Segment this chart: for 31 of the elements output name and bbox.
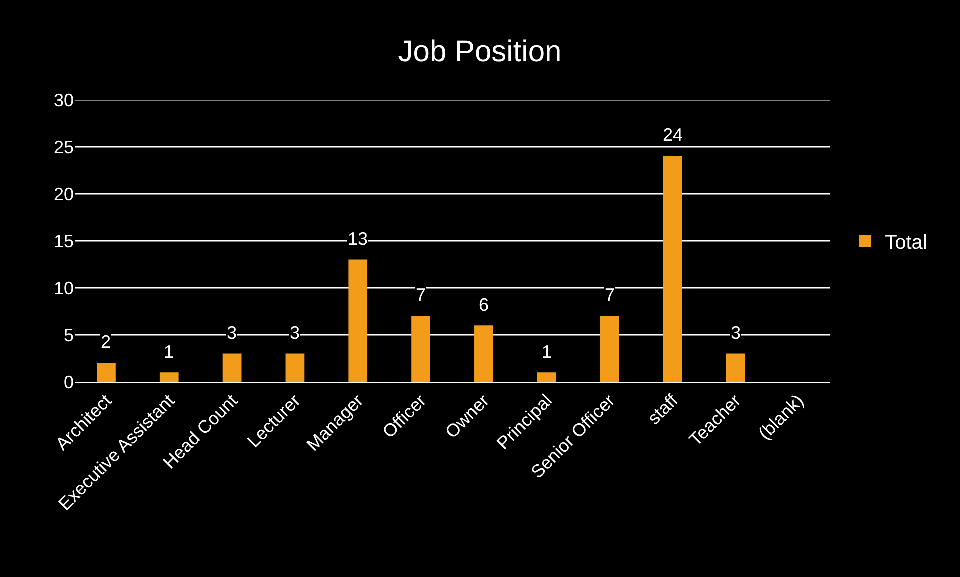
data-label: 2 <box>101 332 112 352</box>
bar <box>474 326 494 382</box>
chart-title: Job Position <box>398 35 562 68</box>
y-tick-label: 0 <box>64 372 74 392</box>
data-label: 1 <box>164 342 174 362</box>
bar <box>600 316 620 382</box>
bar <box>286 354 305 382</box>
y-tick-label: 15 <box>54 231 74 252</box>
bar <box>537 372 556 382</box>
y-tick-label: 25 <box>54 137 74 158</box>
bar <box>222 354 242 382</box>
data-label: 24 <box>663 125 684 145</box>
data-label: 3 <box>290 323 300 343</box>
bar <box>97 363 116 382</box>
data-label: 7 <box>605 285 616 305</box>
bar <box>663 156 682 382</box>
data-label: 6 <box>479 295 490 315</box>
data-label: 13 <box>348 229 368 249</box>
bar <box>348 260 368 382</box>
y-tick-label: 5 <box>64 325 74 346</box>
bar <box>160 372 179 382</box>
bar <box>726 354 746 382</box>
data-label: 3 <box>731 323 742 343</box>
data-label: 3 <box>227 323 238 343</box>
y-tick-label: 10 <box>54 278 74 298</box>
legend-label: Total <box>885 232 928 254</box>
y-tick-label: 20 <box>54 184 74 204</box>
bar <box>412 316 430 382</box>
data-label: 1 <box>542 342 552 362</box>
data-label: 7 <box>416 285 426 305</box>
y-tick-label: 30 <box>54 90 74 110</box>
